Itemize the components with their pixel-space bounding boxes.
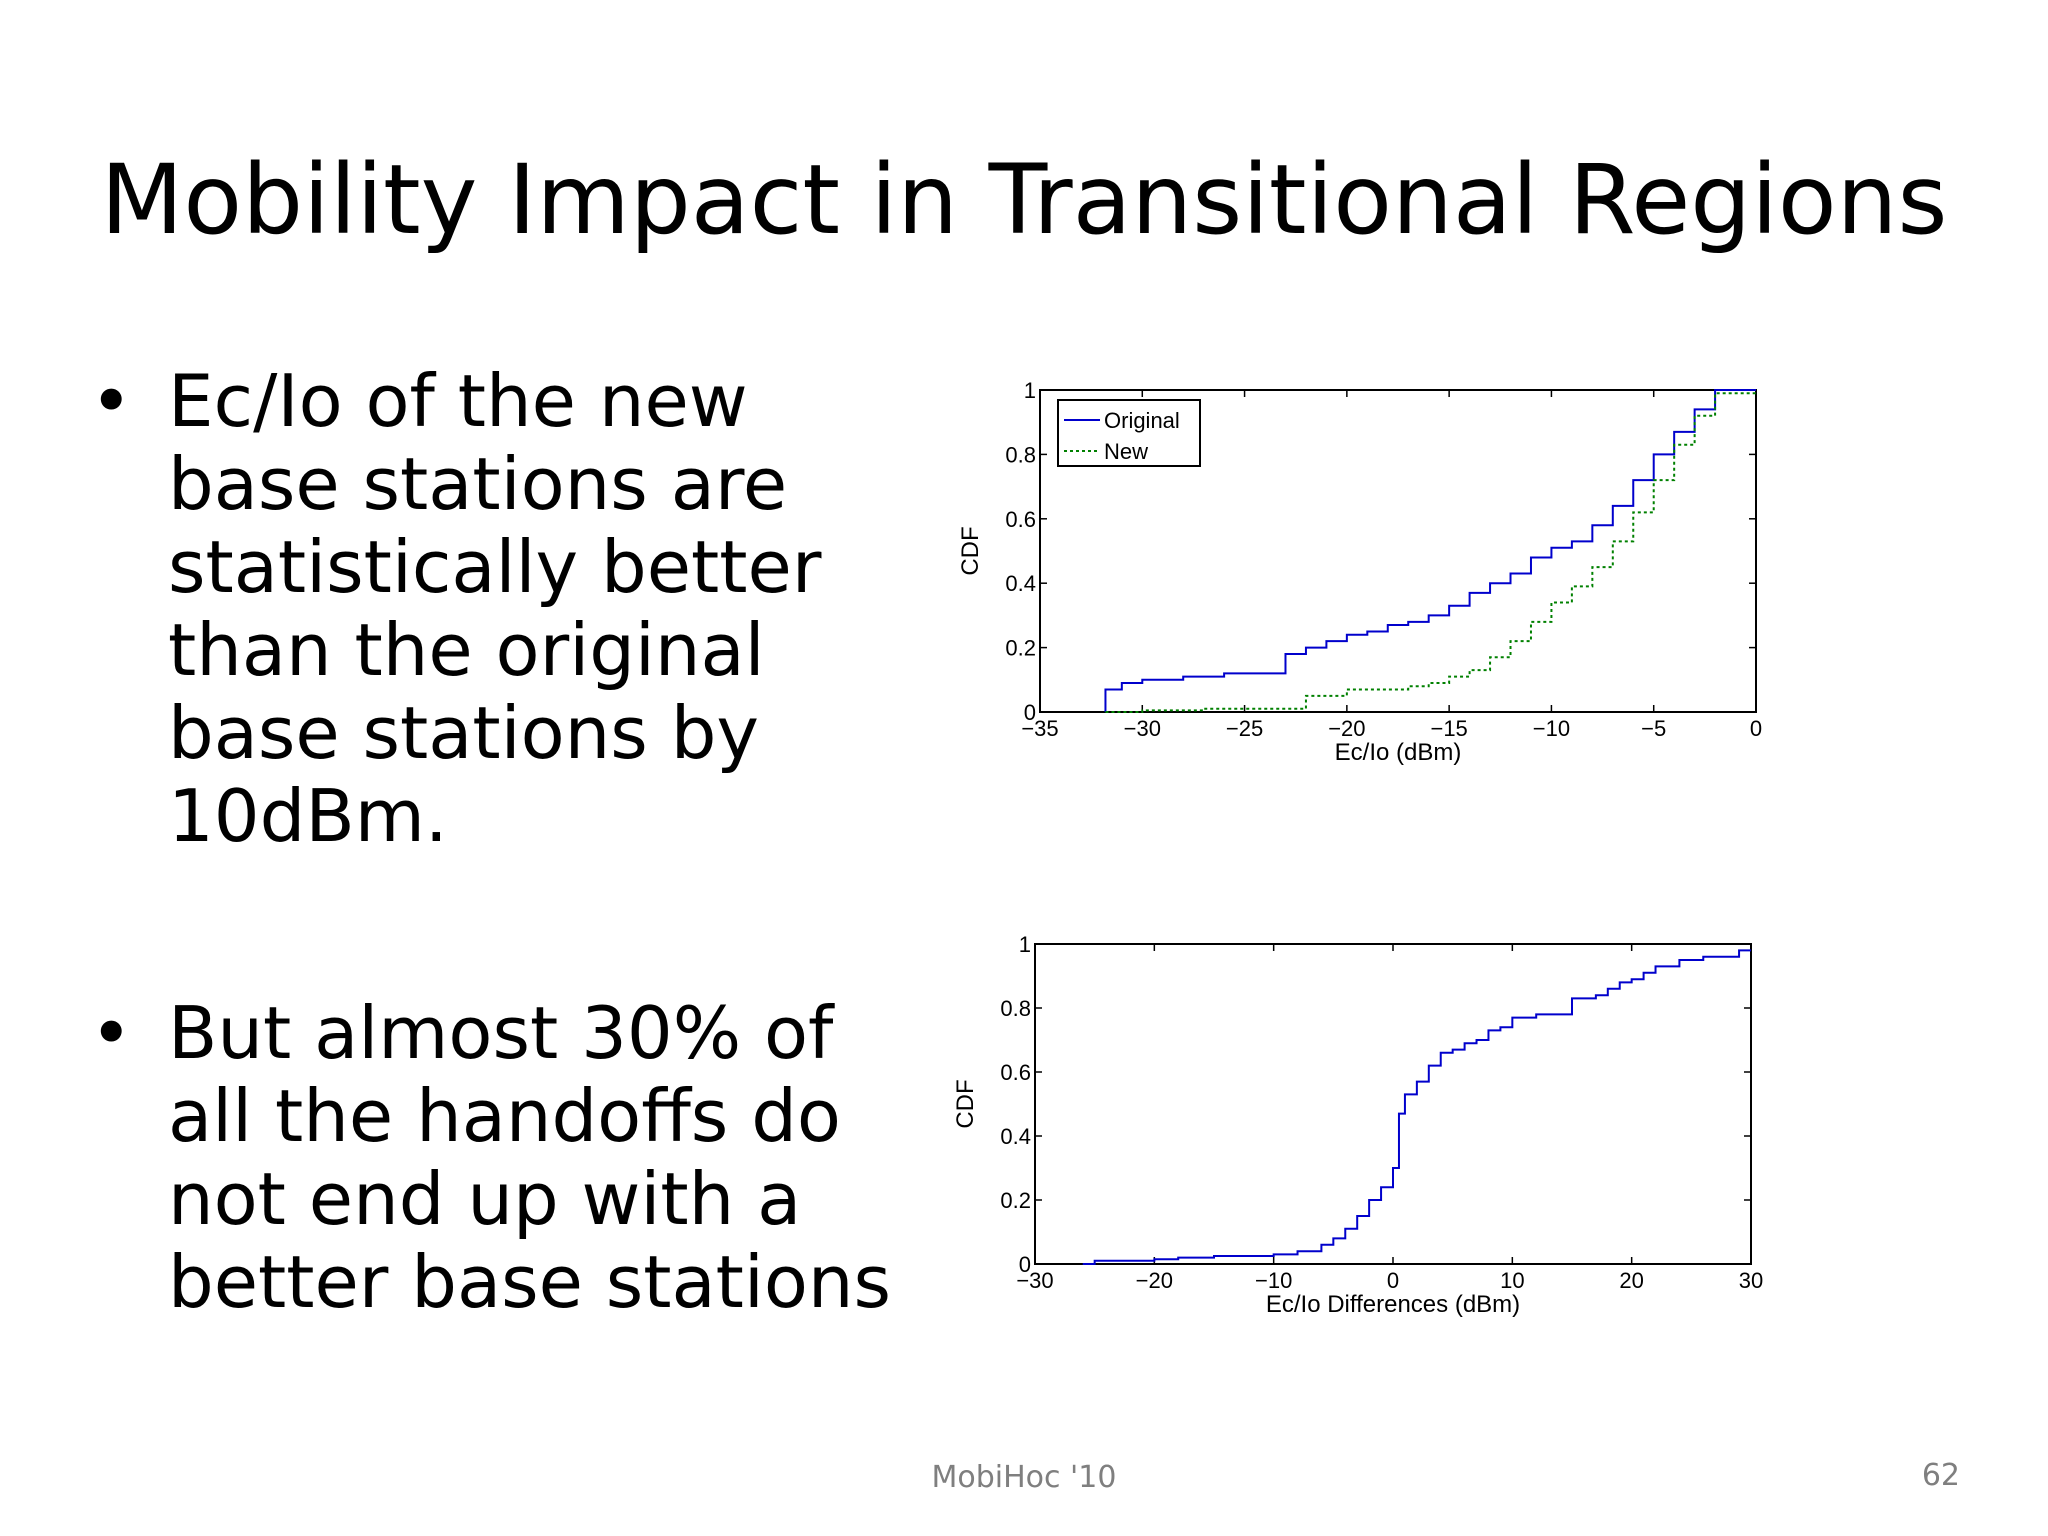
x-tick-label: 20 <box>1619 1268 1643 1293</box>
y-tick-label: 0.2 <box>1005 636 1036 661</box>
y-tick-label: 0 <box>1019 1252 1031 1277</box>
legend-box <box>1057 399 1201 467</box>
legend-entry: New <box>1104 439 1148 464</box>
y-axis-label: CDF <box>952 1079 979 1128</box>
series-line-new <box>1105 392 1756 713</box>
x-axis-label: Ec/Io (dBm) <box>1335 739 1462 766</box>
x-tick-label: 0 <box>1387 1268 1399 1293</box>
x-axis-label: Ec/Io Differences (dBm) <box>1266 1291 1520 1318</box>
plot-frame <box>1039 389 1757 713</box>
y-tick-label: 0.8 <box>1005 442 1036 467</box>
x-tick-label: −10 <box>1255 1268 1292 1293</box>
x-tick-label: −10 <box>1533 716 1570 741</box>
x-tick-label: −20 <box>1328 716 1365 741</box>
y-tick-label: 0.8 <box>1000 996 1031 1021</box>
series-line-0 <box>1082 949 1751 1265</box>
y-tick-label: 0.4 <box>1005 571 1036 596</box>
bullet-symbol: • <box>90 359 133 443</box>
legend-entry: Original <box>1104 408 1180 433</box>
plot-frame <box>1034 943 1752 1265</box>
x-tick-label: −25 <box>1226 716 1263 741</box>
bullet-item: • Ec/Io of the new base stations are sta… <box>90 360 910 860</box>
x-tick-label: −30 <box>1124 716 1161 741</box>
slide-number: 62 <box>1921 1458 1960 1493</box>
bullet-item: • But almost 30% of all the handoffs do … <box>90 992 910 1332</box>
x-tick-label: −30 <box>1016 1268 1053 1293</box>
bullet-text: But almost 30% of all the handoffs do no… <box>168 991 892 1324</box>
bullet-symbol: • <box>90 991 133 1075</box>
x-tick-label: −20 <box>1136 1268 1173 1293</box>
ecio-difference-cdf-chart: −30 −20 −10 0 10 20 30 0 0.2 0.4 0.6 0.8 1 Ec/Io Diff… <box>952 932 1763 1318</box>
footer-conference: MobiHoc '10 <box>931 1460 1117 1495</box>
y-tick-label: 1 <box>1019 932 1031 957</box>
y-tick-label: 0 <box>1024 700 1036 725</box>
series-line-original <box>1104 389 1756 712</box>
y-tick-label: 0.2 <box>1000 1188 1031 1213</box>
x-tick-label: −15 <box>1430 716 1467 741</box>
x-tick-label: −35 <box>1021 716 1058 741</box>
bullet-text: Ec/Io of the new base stations are stati… <box>168 359 822 858</box>
x-tick-label: 30 <box>1739 1268 1763 1293</box>
slide-title: Mobility Impact in Transitional Regions <box>100 144 1948 256</box>
y-tick-label: 0.6 <box>1000 1060 1031 1085</box>
y-axis-label: CDF <box>957 526 984 575</box>
y-tick-label: 0.6 <box>1005 507 1036 532</box>
y-tick-label: 0.4 <box>1000 1124 1031 1149</box>
x-tick-label: −5 <box>1641 716 1666 741</box>
x-tick-label: 10 <box>1500 1268 1524 1293</box>
ecio-cdf-chart: −35 −30 −25 −20 −15 −10 −5 0 0 0.2 0.4 0.6 0.8 1 Ec/Io… <box>957 378 1762 766</box>
x-tick-label: 0 <box>1750 716 1762 741</box>
y-tick-label: 1 <box>1024 378 1036 403</box>
